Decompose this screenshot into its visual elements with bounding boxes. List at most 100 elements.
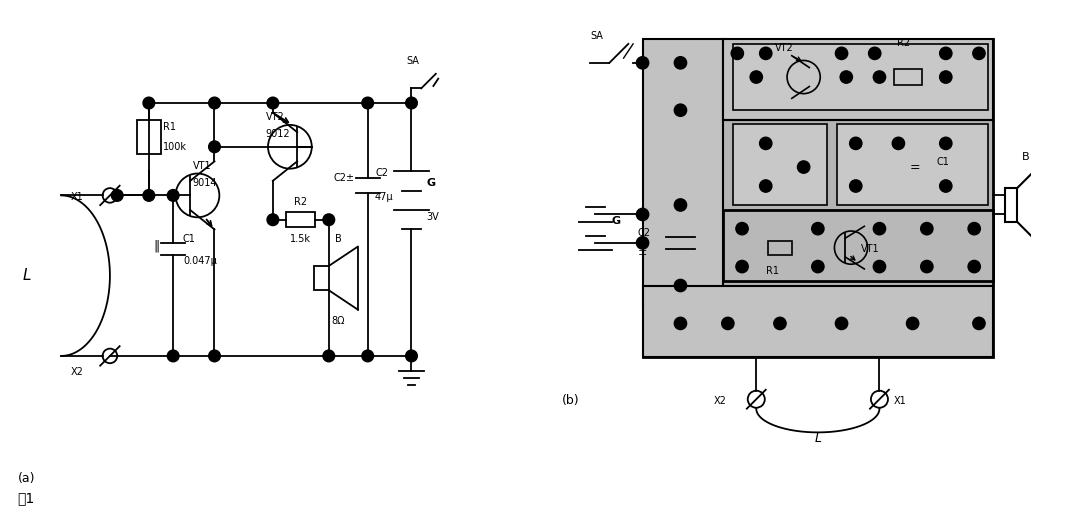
Text: C1: C1 <box>183 234 196 244</box>
Circle shape <box>636 57 649 69</box>
Bar <box>643 39 723 309</box>
Circle shape <box>873 222 886 235</box>
Text: C2±: C2± <box>334 173 355 183</box>
Circle shape <box>840 71 853 83</box>
Text: 100k: 100k <box>163 142 188 152</box>
Circle shape <box>722 317 734 330</box>
Text: (a): (a) <box>17 472 35 485</box>
Text: C2: C2 <box>637 228 651 238</box>
Circle shape <box>406 97 417 109</box>
Text: VT1: VT1 <box>860 244 879 254</box>
Circle shape <box>323 214 335 226</box>
Circle shape <box>760 47 772 60</box>
Text: C1: C1 <box>936 157 949 167</box>
Text: 9014: 9014 <box>193 178 217 188</box>
Text: 图1: 图1 <box>17 491 35 505</box>
Circle shape <box>675 279 687 291</box>
Circle shape <box>760 180 772 192</box>
Bar <box>723 39 994 119</box>
Circle shape <box>736 222 748 235</box>
Circle shape <box>836 47 847 60</box>
Circle shape <box>167 190 179 201</box>
Text: X1: X1 <box>893 396 906 406</box>
Circle shape <box>873 261 886 273</box>
Circle shape <box>675 57 687 69</box>
Bar <box>769 241 792 255</box>
Circle shape <box>111 190 123 201</box>
Text: SA: SA <box>406 56 420 66</box>
Circle shape <box>939 71 952 83</box>
Bar <box>287 212 316 227</box>
Text: VT2: VT2 <box>775 43 794 53</box>
Text: 47μ: 47μ <box>375 192 393 202</box>
Bar <box>314 266 328 290</box>
Circle shape <box>968 261 981 273</box>
Circle shape <box>774 317 786 330</box>
Circle shape <box>921 222 933 235</box>
Circle shape <box>323 350 335 362</box>
Bar <box>643 285 994 356</box>
Circle shape <box>836 317 847 330</box>
Circle shape <box>736 261 748 273</box>
Circle shape <box>167 350 179 362</box>
Bar <box>136 120 161 154</box>
Circle shape <box>811 222 824 235</box>
Text: 9012: 9012 <box>265 129 290 140</box>
Text: X2: X2 <box>71 367 84 377</box>
Text: R1: R1 <box>765 266 779 276</box>
Circle shape <box>266 214 278 226</box>
Circle shape <box>209 97 221 109</box>
Circle shape <box>361 350 373 362</box>
Circle shape <box>266 97 278 109</box>
Circle shape <box>760 137 772 149</box>
Circle shape <box>973 317 985 330</box>
Bar <box>893 68 922 85</box>
Text: (b): (b) <box>562 394 580 407</box>
Circle shape <box>209 350 221 362</box>
Circle shape <box>939 137 952 149</box>
Text: X1: X1 <box>71 192 84 202</box>
Bar <box>732 44 988 110</box>
Circle shape <box>921 261 933 273</box>
Text: 0.047μ: 0.047μ <box>183 255 216 266</box>
Circle shape <box>939 180 952 192</box>
Circle shape <box>968 222 981 235</box>
Text: ‖: ‖ <box>154 240 160 253</box>
Circle shape <box>731 47 743 60</box>
Bar <box>643 39 994 356</box>
Text: SA: SA <box>591 31 603 41</box>
Circle shape <box>143 97 155 109</box>
Text: R2: R2 <box>294 197 307 207</box>
Bar <box>1005 188 1017 221</box>
Bar <box>723 210 994 281</box>
Circle shape <box>939 47 952 60</box>
Text: 8Ω: 8Ω <box>332 316 345 327</box>
Circle shape <box>892 137 905 149</box>
Circle shape <box>750 71 762 83</box>
Circle shape <box>675 199 687 211</box>
Text: =: = <box>909 161 920 174</box>
Circle shape <box>850 180 862 192</box>
Circle shape <box>869 47 881 60</box>
Circle shape <box>209 141 221 152</box>
Text: C2: C2 <box>375 168 388 178</box>
Text: L: L <box>814 432 822 445</box>
Text: B: B <box>335 234 342 244</box>
Circle shape <box>361 97 373 109</box>
Circle shape <box>636 237 649 249</box>
Text: G: G <box>426 178 435 187</box>
Circle shape <box>636 208 649 220</box>
Circle shape <box>906 317 919 330</box>
Circle shape <box>406 350 417 362</box>
Bar <box>732 125 827 205</box>
Circle shape <box>850 137 862 149</box>
Circle shape <box>143 190 155 201</box>
Text: L: L <box>23 268 32 283</box>
Circle shape <box>675 104 687 116</box>
Text: VT1: VT1 <box>193 161 211 171</box>
Circle shape <box>811 261 824 273</box>
Circle shape <box>873 71 886 83</box>
Text: G: G <box>612 216 620 226</box>
Text: R2: R2 <box>897 38 909 48</box>
Circle shape <box>797 161 810 173</box>
